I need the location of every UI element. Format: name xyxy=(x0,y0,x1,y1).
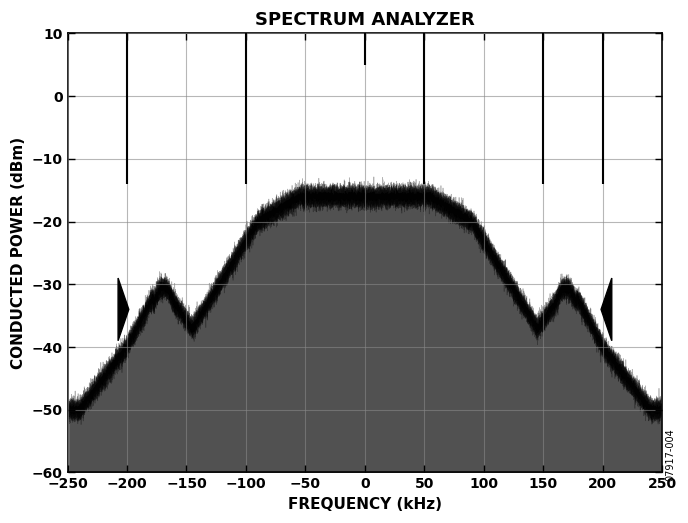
Text: 07917-004: 07917-004 xyxy=(666,428,676,481)
Polygon shape xyxy=(118,278,129,341)
X-axis label: FREQUENCY (kHz): FREQUENCY (kHz) xyxy=(288,497,442,512)
Title: SPECTRUM ANALYZER: SPECTRUM ANALYZER xyxy=(255,11,475,29)
Polygon shape xyxy=(601,278,612,341)
Y-axis label: CONDUCTED POWER (dBm): CONDUCTED POWER (dBm) xyxy=(11,137,26,369)
